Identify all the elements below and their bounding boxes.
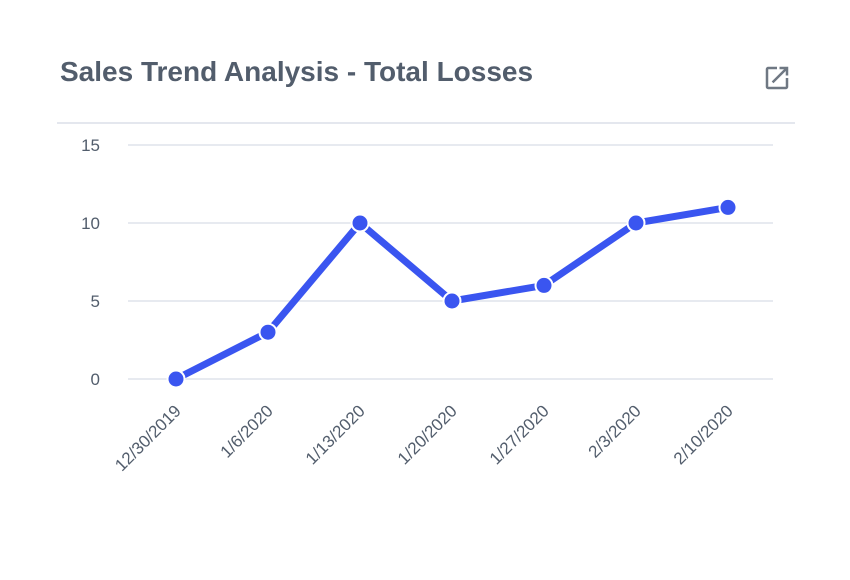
data-point[interactable] (534, 275, 554, 295)
y-tick-label: 5 (91, 292, 100, 311)
card-header: Sales Trend Analysis - Total Losses (60, 52, 795, 102)
y-tick-label: 10 (81, 214, 100, 233)
series-points (166, 197, 738, 389)
x-tick-label: 1/6/2020 (217, 401, 277, 461)
data-point[interactable] (258, 322, 278, 342)
x-tick-label: 2/10/2020 (670, 401, 737, 468)
data-point[interactable] (718, 197, 738, 217)
x-axis-ticks: 12/30/2019 1/6/2020 1/13/2020 1/20/2020 1/27… (111, 401, 737, 475)
x-tick-label: 1/20/2020 (394, 401, 461, 468)
header-divider (57, 122, 795, 124)
y-tick-label: 0 (91, 370, 100, 389)
open-in-new-button[interactable] (759, 60, 795, 96)
y-tick-label: 15 (81, 136, 100, 155)
x-tick-label: 12/30/2019 (111, 401, 185, 475)
chart-title: Sales Trend Analysis - Total Losses (60, 56, 534, 87)
data-point[interactable] (350, 213, 370, 233)
x-tick-label: 2/3/2020 (585, 401, 645, 461)
data-point[interactable] (442, 291, 462, 311)
x-tick-label: 1/27/2020 (486, 401, 553, 468)
data-point[interactable] (166, 369, 186, 389)
x-tick-label: 1/13/2020 (302, 401, 369, 468)
open-in-new-icon (765, 66, 789, 90)
grid-lines (128, 144, 773, 380)
y-axis-ticks: 0 5 10 15 (81, 136, 100, 389)
data-point[interactable] (626, 213, 646, 233)
